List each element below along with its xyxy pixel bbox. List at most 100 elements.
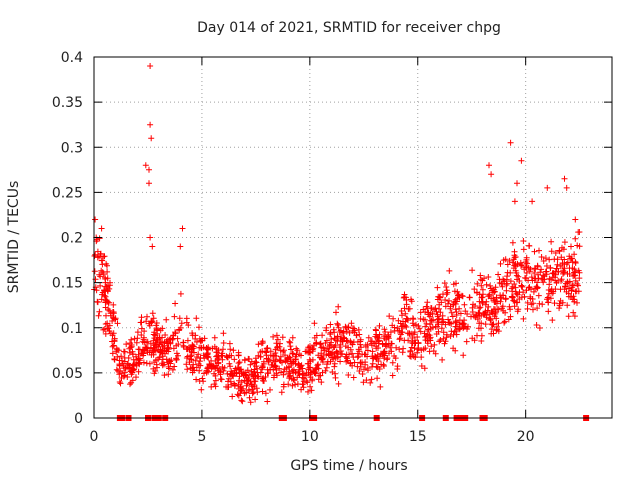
data-point xyxy=(408,298,415,305)
data-point xyxy=(497,298,504,305)
data-point xyxy=(302,348,309,355)
data-point xyxy=(440,329,447,336)
y-tick-label: 0.4 xyxy=(61,50,83,66)
data-point xyxy=(498,294,505,301)
data-point xyxy=(330,344,337,351)
data-point xyxy=(102,330,109,337)
data-point xyxy=(98,267,105,274)
data-point xyxy=(220,367,227,374)
data-point xyxy=(150,344,157,351)
data-point xyxy=(94,254,101,261)
data-point xyxy=(247,361,254,368)
data-point xyxy=(375,358,382,364)
data-point xyxy=(237,390,244,397)
data-point xyxy=(434,284,441,291)
data-point xyxy=(336,344,343,351)
data-point xyxy=(307,364,314,371)
data-point xyxy=(289,350,296,357)
data-point xyxy=(215,347,222,354)
data-point xyxy=(143,360,150,367)
data-point xyxy=(389,359,396,366)
data-point xyxy=(161,361,167,368)
data-point xyxy=(499,303,506,310)
data-point xyxy=(246,356,253,362)
data-point xyxy=(189,330,196,337)
data-point xyxy=(478,332,485,339)
data-point xyxy=(493,315,500,322)
data-point xyxy=(226,360,233,367)
data-point xyxy=(92,276,99,283)
data-point xyxy=(300,378,307,385)
data-point xyxy=(451,299,458,306)
data-point xyxy=(446,320,453,326)
data-point xyxy=(563,184,570,191)
data-point xyxy=(406,330,413,337)
data-point xyxy=(547,295,554,302)
data-point xyxy=(305,388,311,395)
data-point xyxy=(514,308,521,315)
data-point xyxy=(499,283,506,290)
data-point xyxy=(141,334,147,341)
x-tick-label: 15 xyxy=(409,429,427,445)
data-point xyxy=(568,243,574,250)
data-point xyxy=(306,349,313,356)
data-point xyxy=(538,266,545,273)
data-point xyxy=(365,334,372,341)
data-point xyxy=(405,337,412,344)
data-point xyxy=(359,371,366,377)
data-point xyxy=(576,229,583,235)
data-point xyxy=(518,157,525,164)
data-point xyxy=(111,337,118,344)
data-point xyxy=(353,332,360,339)
data-point xyxy=(505,316,512,323)
data-point xyxy=(105,299,112,306)
data-point xyxy=(534,279,541,286)
data-point xyxy=(179,225,186,232)
data-point xyxy=(290,350,297,357)
data-point xyxy=(572,235,579,242)
data-point xyxy=(299,381,306,388)
data-point xyxy=(133,374,139,381)
data-point xyxy=(396,346,403,353)
data-point xyxy=(495,328,502,335)
data-point xyxy=(367,379,374,386)
data-point xyxy=(196,324,202,331)
data-point xyxy=(374,375,381,382)
data-point xyxy=(122,369,128,376)
data-point xyxy=(427,337,434,344)
data-point xyxy=(274,336,281,343)
data-point xyxy=(437,337,444,343)
data-point xyxy=(436,338,443,345)
data-point xyxy=(173,356,180,363)
data-point xyxy=(367,338,374,345)
data-point xyxy=(414,349,421,356)
data-point xyxy=(357,359,364,366)
data-point xyxy=(362,361,369,368)
y-tick-label: 0.2 xyxy=(61,231,83,247)
data-point xyxy=(149,243,156,250)
data-point xyxy=(546,281,553,288)
data-point xyxy=(502,295,509,302)
data-point xyxy=(336,329,343,335)
data-point xyxy=(193,354,200,360)
data-point xyxy=(212,383,219,390)
data-point xyxy=(453,298,460,305)
data-point xyxy=(205,364,212,370)
data-point xyxy=(313,332,320,339)
data-point xyxy=(439,356,446,363)
y-tick-label: 0.35 xyxy=(52,95,83,111)
data-point xyxy=(569,259,576,266)
data-point xyxy=(498,280,505,287)
data-point xyxy=(533,322,540,328)
data-points xyxy=(91,63,590,421)
data-point xyxy=(569,284,576,291)
data-point xyxy=(116,362,123,369)
data-point xyxy=(128,379,135,386)
data-point xyxy=(332,370,339,377)
data-point xyxy=(116,371,123,378)
data-point xyxy=(441,340,448,347)
data-point xyxy=(556,248,563,255)
data-point xyxy=(507,278,514,285)
data-point xyxy=(141,346,148,353)
data-point xyxy=(482,308,489,315)
